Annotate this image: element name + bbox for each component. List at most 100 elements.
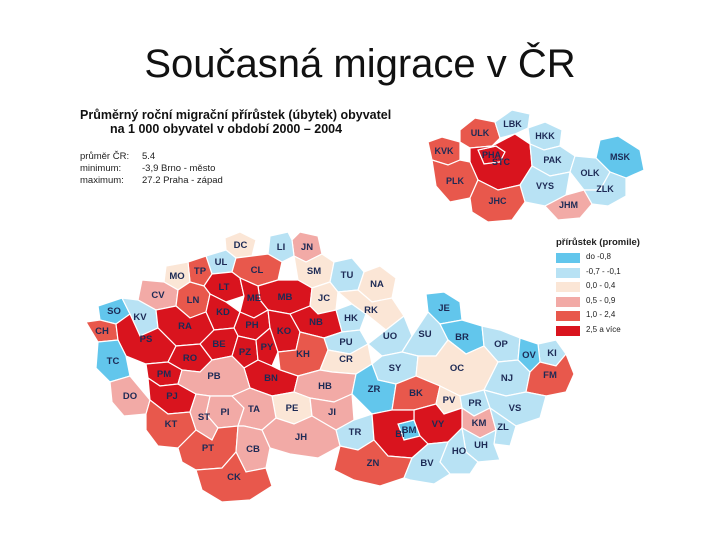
legend-swatch — [556, 311, 580, 321]
legend-swatch — [556, 267, 580, 278]
district-label-ZL: ZL — [497, 422, 509, 433]
district-label-KH: KH — [296, 349, 310, 360]
stat-maximum-value: 27.2 Praha - západ — [142, 175, 223, 186]
district-label-BE: BE — [212, 339, 225, 350]
district-label-BK: BK — [409, 388, 423, 399]
region-label-ZLK: ZLK — [596, 184, 614, 194]
region-ZLK — [582, 171, 627, 207]
district-label-SU: SU — [418, 329, 431, 340]
district-label-KV: KV — [133, 312, 147, 323]
region-label-PLK: PLK — [446, 176, 465, 186]
legend-label: 0,5 - 0,9 — [586, 295, 616, 305]
district-label-VY: VY — [432, 419, 445, 430]
district-label-FM: FM — [543, 370, 557, 381]
region-label-ULK: ULK — [471, 128, 490, 138]
region-inset-map — [427, 109, 645, 223]
district-label-CH: CH — [95, 326, 109, 337]
district-label-NJ: NJ — [501, 373, 513, 384]
region-label-JHM: JHM — [559, 200, 578, 210]
district-label-VS: VS — [509, 403, 522, 414]
district-label-JE: JE — [438, 303, 450, 314]
district-label-BR: BR — [455, 332, 469, 343]
district-label-PM: PM — [157, 369, 171, 380]
district-label-PB: PB — [207, 371, 220, 382]
map-header-line2: na 1 000 obyvatel v období 2000 – 2004 — [110, 122, 343, 136]
legend-label: 1,0 - 2,4 — [586, 310, 616, 319]
district-label-DC: DC — [234, 240, 248, 251]
district-label-KD: KD — [216, 307, 230, 318]
district-label-PH: PH — [245, 320, 258, 331]
district-label-SO: SO — [107, 306, 121, 317]
district-label-BM: BM — [402, 425, 417, 436]
district-label-PS: PS — [140, 334, 153, 345]
district-label-CV: CV — [151, 290, 165, 301]
district-label-BN: BN — [264, 373, 278, 384]
district-label-BI: BI — [395, 429, 405, 440]
region-label-PAK: PAK — [543, 155, 562, 165]
district-label-PZ: PZ — [239, 347, 251, 358]
district-label-UL: UL — [215, 257, 228, 268]
district-label-OC: OC — [450, 363, 464, 374]
district-label-RA: RA — [178, 321, 192, 332]
region-JHC — [469, 179, 526, 223]
district-CK — [195, 450, 273, 503]
district-label-ZN: ZN — [367, 458, 380, 469]
stat-average-label: průměr ČR: — [80, 151, 130, 162]
district-label-JH: JH — [295, 432, 307, 443]
region-label-OLK: OLK — [581, 168, 600, 178]
district-label-PI: PI — [221, 407, 230, 418]
region-label-KVK: KVK — [434, 146, 454, 156]
district-label-ST: ST — [198, 412, 210, 423]
district-label-TC: TC — [107, 356, 120, 367]
district-label-LT: LT — [219, 282, 230, 293]
district-label-PE: PE — [286, 403, 299, 414]
district-label-LN: LN — [187, 295, 200, 306]
district-shapes — [85, 231, 575, 503]
district-label-PT: PT — [202, 443, 214, 454]
district-label-HO: HO — [452, 446, 466, 457]
stat-minimum-label: minimum: — [80, 163, 122, 174]
district-label-CB: CB — [246, 444, 260, 455]
district-label-TU: TU — [341, 270, 354, 281]
legend-swatch — [556, 296, 580, 307]
district-label-CR: CR — [339, 354, 353, 365]
district-label-OV: OV — [522, 350, 536, 361]
region-label-JHC: JHC — [488, 196, 507, 206]
district-label-MB: MB — [278, 292, 293, 303]
region-label-HKK: HKK — [535, 131, 555, 141]
district-label-KI: KI — [547, 348, 557, 359]
region-label-STC: STC — [492, 157, 511, 167]
district-label-NB: NB — [309, 317, 323, 328]
legend-label: do -0,8 — [586, 252, 611, 261]
district-label-PV: PV — [443, 395, 456, 406]
district-label-JI: JI — [328, 407, 336, 418]
district-JH — [261, 415, 341, 459]
region-label-LBK: LBK — [503, 119, 522, 129]
district-label-KT: KT — [165, 419, 178, 430]
legend-label: -0,7 - -0,1 — [586, 266, 621, 276]
district-PS — [115, 313, 177, 365]
district-label-UH: UH — [474, 440, 488, 451]
district-PY — [255, 326, 279, 367]
district-label-KO: KO — [277, 326, 291, 337]
district-label-ZR: ZR — [368, 384, 381, 395]
district-label-DO: DO — [123, 391, 137, 402]
stat-average-value: 5.4 — [142, 151, 156, 162]
district-label-NA: NA — [370, 279, 384, 290]
district-label-PJ: PJ — [166, 391, 178, 402]
district-label-ME: ME — [247, 293, 261, 304]
region-label-MSK: MSK — [610, 152, 631, 162]
region-label-VYS: VYS — [536, 181, 554, 191]
district-label-UO: UO — [383, 331, 397, 342]
region-ULK — [459, 117, 501, 149]
district-label-JC: JC — [318, 293, 330, 304]
district-label-TP: TP — [194, 266, 207, 277]
region-VYS — [519, 165, 571, 207]
district-ZL — [488, 406, 517, 447]
legend-label: 2,5 a více — [586, 324, 621, 334]
district-label-KM: KM — [472, 418, 487, 429]
stat-maximum-label: maximum: — [80, 175, 124, 186]
district-label-JN: JN — [301, 242, 313, 253]
